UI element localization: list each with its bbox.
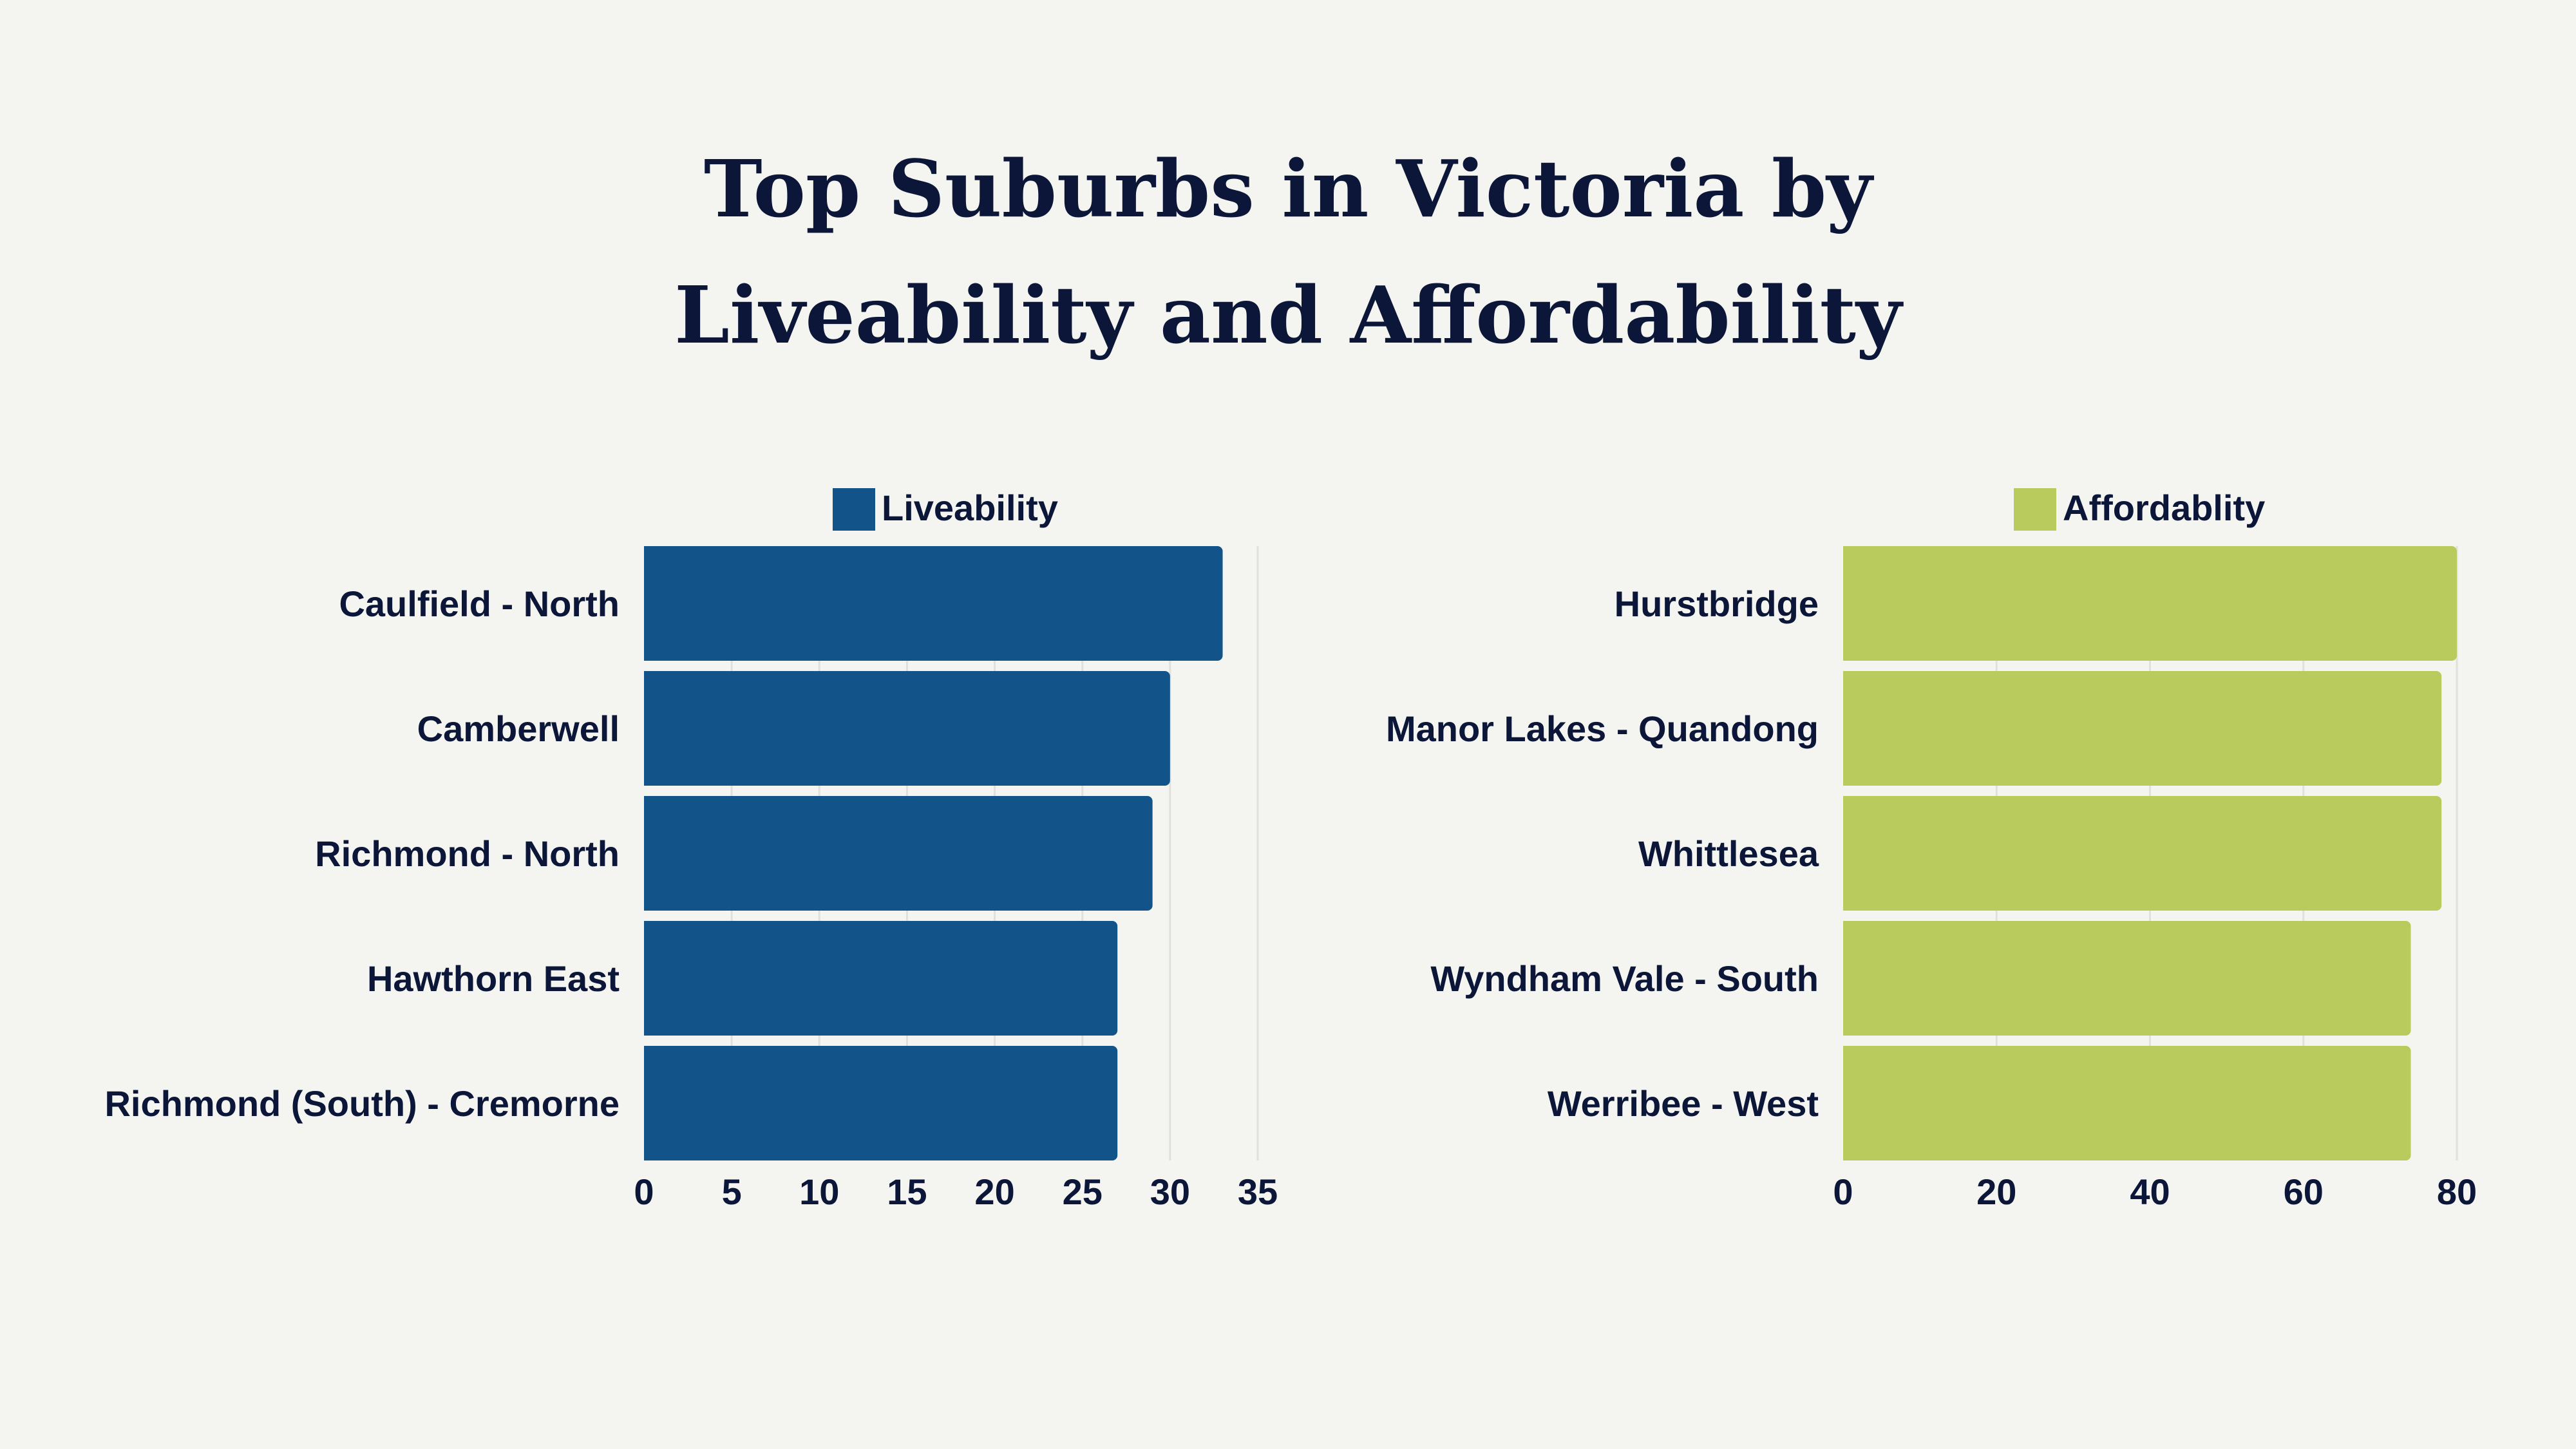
affordability-category-label: Hurstbridge: [1615, 583, 1819, 624]
liveability-legend: Liveability: [833, 488, 1058, 531]
affordability-tick-label: 20: [1976, 1171, 2016, 1212]
affordability-category-label: Whittlesea: [1638, 833, 1819, 874]
affordability-tick-label: 60: [2284, 1171, 2324, 1212]
liveability-bar-edge: [644, 921, 652, 1036]
liveability-bar: [644, 796, 1153, 911]
affordability-bar: [1843, 671, 2442, 786]
affordability-bar-edge: [1843, 1046, 1851, 1160]
affordability-category-label: Werribee - West: [1548, 1083, 1819, 1124]
liveability-bar: [644, 1046, 1118, 1160]
liveability-legend-swatch: [833, 488, 875, 531]
liveability-bar-edge: [644, 1046, 652, 1160]
affordability-bar: [1843, 1046, 2411, 1160]
liveability-tick-label: 5: [722, 1171, 742, 1212]
affordability-tick-label: 80: [2437, 1171, 2477, 1212]
affordability-bar: [1843, 796, 2442, 911]
liveability-tick-label: 35: [1238, 1171, 1278, 1212]
affordability-legend: Affordablity: [2014, 488, 2265, 531]
liveability-bar: [644, 546, 1223, 661]
affordability-bar-edge: [1843, 671, 1851, 786]
liveability-chart: Liveability Caulfield - North Camberwell Ri…: [104, 488, 1278, 1212]
liveability-category-label: Camberwell: [417, 708, 620, 749]
liveability-legend-label: Liveability: [882, 488, 1058, 528]
liveability-category-label: Caulfield - North: [339, 583, 620, 624]
liveability-bar: [644, 921, 1118, 1036]
chart-title: Top Suburbs in Victoria by Liveability a…: [0, 126, 2576, 378]
liveability-category-label: Hawthorn East: [367, 958, 620, 999]
affordability-bar-edge: [1843, 546, 1851, 661]
chart-title-line-2: Liveability and Affordability: [674, 269, 1902, 361]
liveability-tick-label: 20: [974, 1171, 1014, 1212]
liveability-category-label: Richmond (South) - Cremorne: [104, 1083, 620, 1124]
liveability-tick-label: 15: [887, 1171, 927, 1212]
affordability-chart: Affordablity Hurstbridge Manor Lakes - Qua…: [1386, 488, 2477, 1212]
affordability-category-label: Wyndham Vale - South: [1430, 958, 1819, 999]
chart-title-line-1: Top Suburbs in Victoria by: [703, 142, 1873, 235]
affordability-category-label: Manor Lakes - Quandong: [1386, 708, 1819, 749]
liveability-tick-label: 10: [799, 1171, 839, 1212]
liveability-bar-edge: [644, 546, 652, 661]
liveability-bar-edge: [644, 796, 652, 911]
liveability-bar-edge: [644, 671, 652, 786]
affordability-bar-edge: [1843, 921, 1851, 1036]
affordability-legend-swatch: [2014, 488, 2056, 531]
affordability-bar: [1843, 546, 2457, 661]
affordability-bar-edge: [1843, 796, 1851, 911]
affordability-tick-label: 40: [2130, 1171, 2170, 1212]
affordability-tick-label: 0: [1833, 1171, 1853, 1212]
affordability-bar: [1843, 921, 2411, 1036]
liveability-tick-label: 25: [1063, 1171, 1103, 1212]
liveability-bar: [644, 671, 1170, 786]
affordability-legend-label: Affordablity: [2063, 488, 2265, 528]
liveability-tick-label: 30: [1150, 1171, 1190, 1212]
liveability-tick-label: 0: [634, 1171, 654, 1212]
liveability-category-label: Richmond - North: [315, 833, 620, 874]
